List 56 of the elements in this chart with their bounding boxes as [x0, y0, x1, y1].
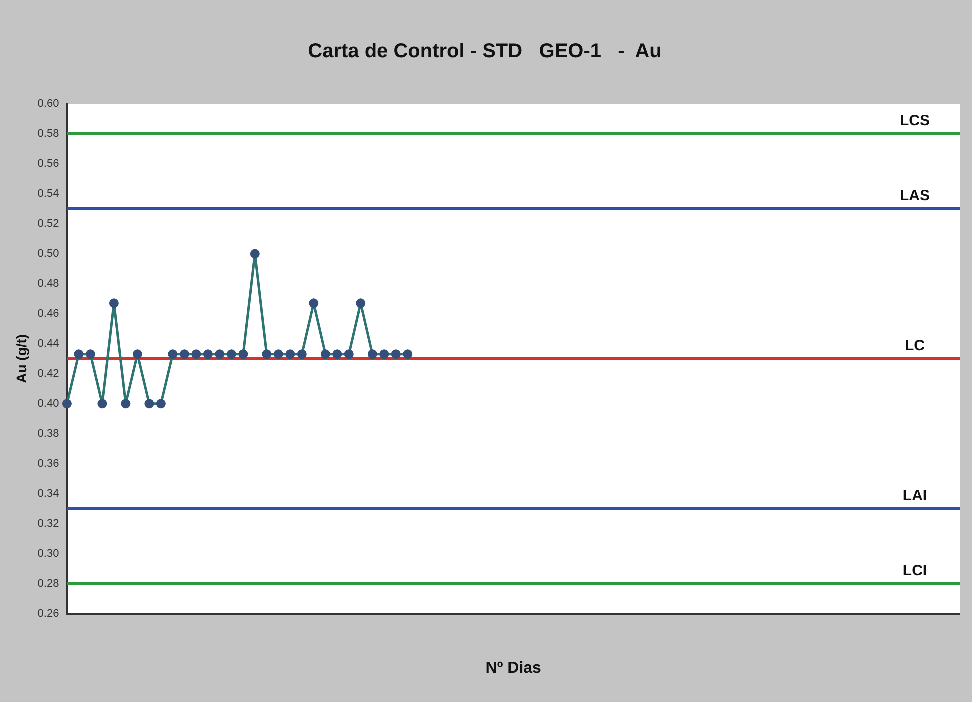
ref-line-label: LCI [902, 562, 928, 580]
y-tick-label: 0.50 [38, 248, 60, 260]
y-tick-label: 0.54 [38, 188, 60, 200]
point [226, 350, 236, 360]
ref-line-label: LC [905, 338, 926, 355]
point [215, 350, 225, 360]
point [403, 350, 413, 360]
point [286, 350, 296, 360]
point [74, 350, 84, 360]
y-axis-title: Au (g/t) [13, 334, 30, 384]
y-tick-label: 0.30 [38, 548, 60, 560]
y-tick-label: 0.46 [38, 308, 60, 320]
y-tick-label: 0.44 [38, 338, 60, 350]
y-tick-label: 0.42 [38, 368, 60, 380]
point [98, 399, 108, 409]
point [86, 350, 96, 360]
point [180, 350, 190, 360]
y-tick-label: 0.60 [38, 98, 60, 110]
point [168, 350, 178, 360]
point [121, 399, 131, 409]
y-tick-label: 0.36 [38, 458, 60, 470]
ref-line-label: LAI [902, 487, 928, 504]
y-tick-label: 0.48 [38, 278, 60, 290]
y-tick-label: 0.56 [38, 158, 60, 170]
point [156, 399, 166, 409]
chart-title: Carta de Control - STD GEO-1 - Au [308, 40, 662, 63]
point [309, 298, 319, 308]
y-tick-label: 0.26 [38, 608, 60, 620]
point [132, 350, 142, 360]
point [203, 350, 213, 360]
point [356, 298, 366, 308]
point [262, 350, 272, 360]
point [109, 298, 119, 308]
x-axis-title: Nº Dias [486, 660, 542, 677]
ref-line-label: LCS [900, 112, 930, 130]
y-tick-label: 0.32 [38, 518, 60, 530]
ref-line-label: LAS [900, 188, 930, 205]
y-tick-label: 0.34 [38, 488, 60, 500]
point [368, 350, 378, 360]
point [380, 350, 390, 360]
point [391, 350, 401, 360]
point [238, 350, 248, 360]
point [250, 249, 260, 259]
point [320, 350, 330, 360]
y-tick-label: 0.28 [38, 578, 60, 590]
point [297, 350, 307, 360]
y-tick-label: 0.52 [38, 218, 60, 230]
point [192, 350, 202, 360]
y-tick-label: 0.38 [38, 428, 60, 440]
point [62, 399, 72, 409]
y-tick-label: 0.58 [38, 128, 60, 140]
point [344, 350, 354, 360]
point [274, 350, 284, 360]
point [144, 399, 154, 409]
point [332, 350, 342, 360]
y-tick-label: 0.40 [38, 398, 60, 410]
